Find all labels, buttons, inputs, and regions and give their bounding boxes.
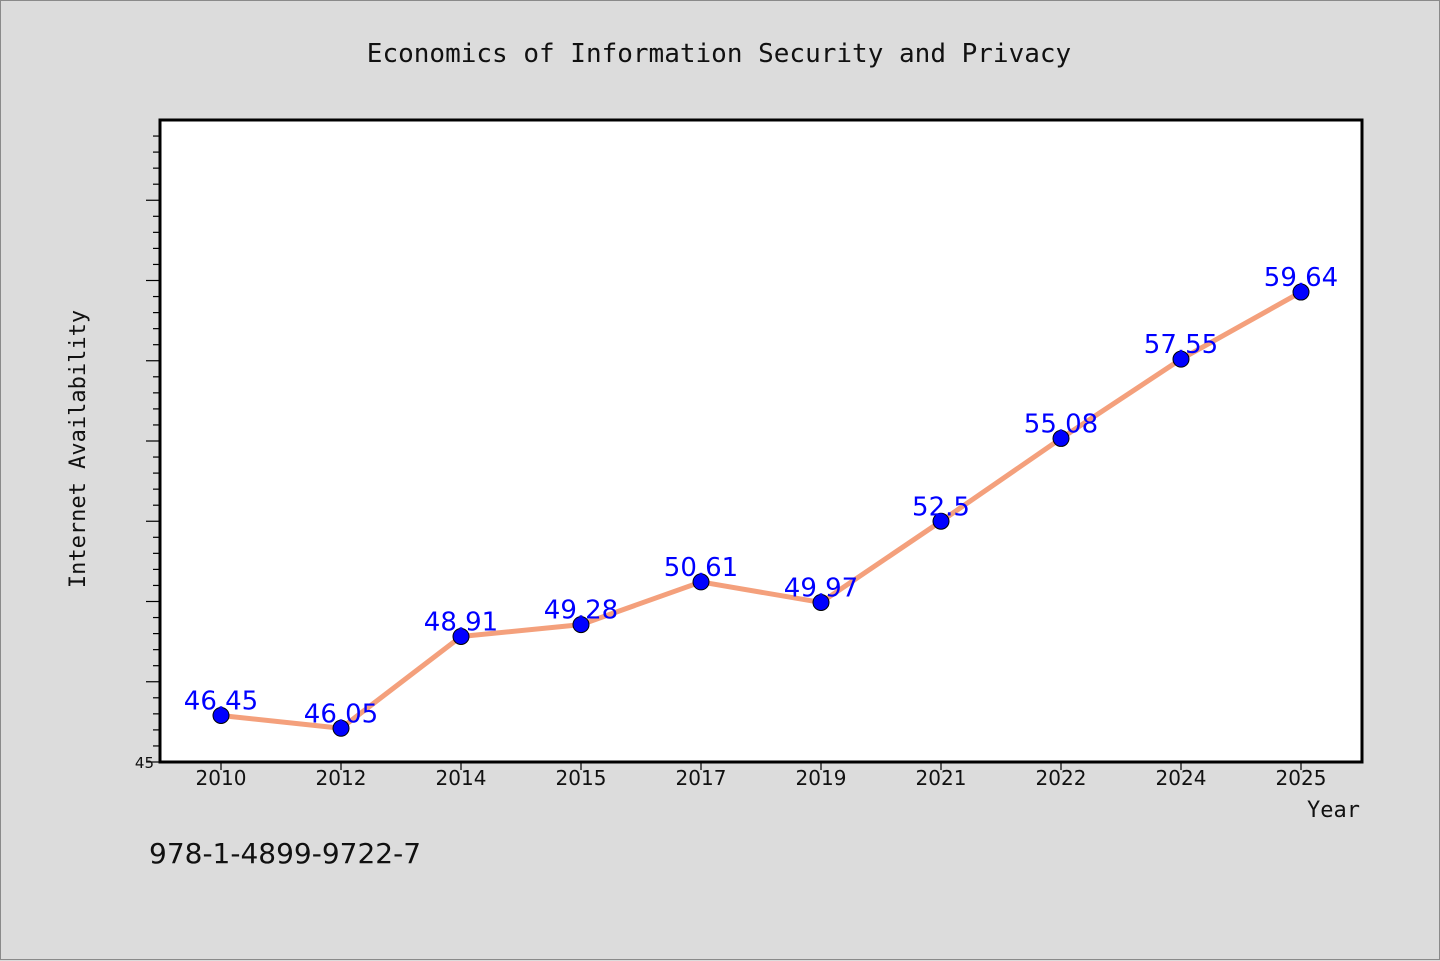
isbn-footer: 978-1-4899-9722-7: [149, 837, 421, 870]
data-label: 52.5: [912, 492, 970, 522]
x-tick-label: 2010: [196, 766, 247, 790]
data-point: [452, 627, 470, 645]
x-tick-label: 2024: [1156, 766, 1207, 790]
data-point: [692, 573, 710, 591]
x-tick-label: 2021: [916, 766, 967, 790]
data-point: [1172, 350, 1190, 368]
y-tick-label: 45: [135, 754, 154, 772]
data-label: 48.91: [424, 607, 498, 637]
x-axis-label: Year: [1307, 798, 1360, 823]
data-point: [1292, 283, 1310, 301]
data-labels: 46.45 46.05 48.91 49.28 50.61 49.97 52.5 55.08 5…: [184, 263, 1338, 729]
plot-area: [158, 118, 1364, 764]
x-tick-label: 2019: [796, 766, 847, 790]
x-axis-ticks: 2010 2012 2014 2015 2017 2019 2021 2022 2024 2025: [196, 762, 1327, 790]
data-point: [572, 616, 590, 634]
data-point: [1052, 429, 1070, 447]
x-tick-label: 2025: [1276, 766, 1327, 790]
x-tick-label: 2014: [436, 766, 487, 790]
series-line-group: [218, 289, 1304, 731]
x-tick-label: 2012: [316, 766, 367, 790]
data-label: 49.97: [784, 573, 858, 603]
series-line: [218, 289, 1304, 731]
data-label: 59.64: [1264, 263, 1338, 293]
data-point: [212, 706, 230, 724]
chart-title: Economics of Information Security and Pr…: [367, 39, 1071, 69]
data-markers: [212, 283, 1310, 737]
y-axis-label: Internet Availability: [66, 310, 91, 588]
x-tick-label: 2015: [556, 766, 607, 790]
data-label: 49.28: [544, 596, 618, 626]
x-tick-label: 2017: [676, 766, 727, 790]
data-point: [932, 512, 950, 530]
data-point: [812, 593, 830, 611]
y-axis-ticks: 45: [135, 135, 160, 772]
data-label: 50.61: [664, 553, 738, 583]
data-label: 55.08: [1024, 409, 1098, 439]
data-point: [332, 719, 350, 737]
data-label: 57.55: [1144, 330, 1218, 360]
x-tick-label: 2022: [1036, 766, 1087, 790]
data-label: 46.45: [184, 686, 258, 716]
data-label: 46.05: [304, 699, 378, 729]
